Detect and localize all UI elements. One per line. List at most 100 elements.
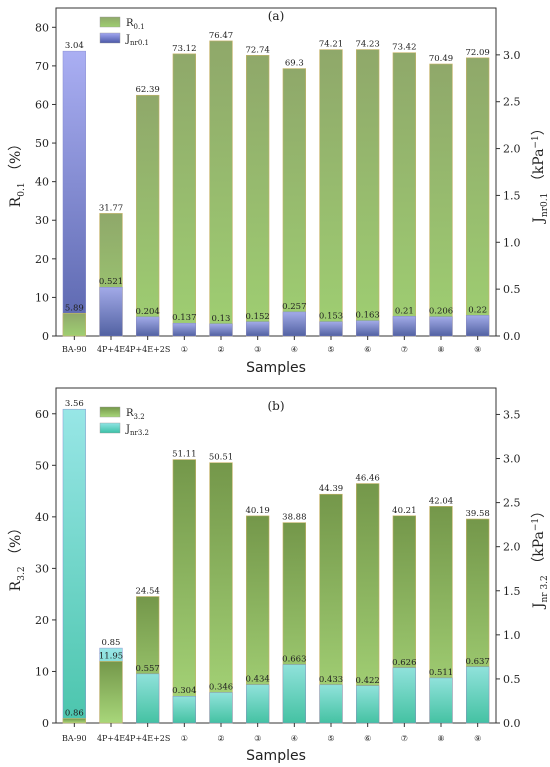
y-left-tick-label: 80 [35,21,49,34]
data-label-jnr01-4: 0.13 [212,314,231,324]
data-label-r32-3: 51.11 [172,450,196,460]
y-left-tick-label: 60 [35,408,49,421]
data-label-r01-0: 5.89 [65,303,84,313]
x-tick-label: ⑦ [401,345,408,354]
panel-label: (b) [267,399,284,413]
data-label-r32-8: 46.46 [355,474,379,484]
legend-swatch [99,406,121,418]
bar-r32-1 [99,661,123,724]
bar-jnr01-9 [392,316,416,337]
x-tick-label: ④ [291,734,298,743]
data-label-jnr01-3: 0.137 [172,313,196,323]
data-label-r32-0: 0.86 [65,709,84,719]
y-right-tick-label: 0.5 [503,283,521,296]
data-label-jnr32-10: 0.511 [429,668,453,678]
data-label-r01-8: 74.23 [355,40,379,50]
bar-jnr01-6 [282,311,306,337]
data-label-jnr01-7: 0.153 [319,312,343,322]
data-label-r01-6: 69.3 [285,59,304,69]
x-tick-label: ⑨ [474,345,481,354]
legend-entry: Jnr3.2 [125,424,149,437]
x-tick-label: ④ [291,345,298,354]
x-tick-label: BA-90 [62,345,87,354]
legend-entry: R0.1 [126,18,145,31]
y-right-tick-label: 0.0 [503,717,521,730]
data-label-jnr32-4: 0.346 [209,682,233,692]
x-tick-label: BA-90 [62,734,87,743]
y-right-tick-label: 1.5 [503,585,521,598]
bar-jnr32-6 [282,664,306,724]
data-label-r32-2: 24.54 [135,587,159,597]
bar-r01-5 [246,55,270,337]
data-label-r32-6: 38.88 [282,513,306,523]
data-label-jnr01-9: 0.21 [395,306,414,316]
y-left-tick-label: 10 [35,291,49,304]
x-tick-label: 4P+4E [97,345,125,354]
y-right-tick-label: 3.5 [503,408,521,421]
y-left-axis-label: R3.2 （%） [8,521,27,592]
x-axis-label: Samples [246,360,306,376]
data-label-jnr01-5: 0.152 [245,312,269,322]
x-tick-label: ② [217,734,224,743]
y-right-tick-label: 0.5 [503,673,521,686]
y-left-tick-label: 30 [35,214,49,227]
y-left-tick-label: 20 [35,614,49,627]
bar-r01-2 [136,94,160,337]
y-left-tick-label: 0 [42,330,49,343]
bar-jnr32-3 [172,696,196,724]
legend-entry: R3.2 [126,408,145,421]
chart-panel-b: (b) 0.86 3.56 BA-90 11.95 0.85 4P+4E 24.54 0.557… [8,387,550,764]
y-right-tick-label: 2.0 [503,143,521,156]
bar-jnr32-10 [429,677,453,724]
bar-r32-3 [172,459,196,724]
plot-frame [55,387,497,724]
legend-entry: Jnr0.1 [125,34,149,47]
data-label-jnr32-9: 0.626 [392,658,416,668]
data-label-r01-11: 72.09 [465,48,489,58]
y-right-axis-label: Jnr 3.2 （kPa−1） [531,504,550,610]
y-left-tick-label: 50 [35,459,49,472]
data-label-jnr32-0: 3.56 [65,399,84,409]
data-label-r01-10: 70.49 [429,54,453,64]
bar-r01-8 [355,49,380,337]
bar-jnr32-7 [319,684,343,724]
data-label-jnr01-6: 0.257 [282,302,306,312]
y-right-axis-label: Jnr0.1 （kPa−1） [531,121,550,224]
data-label-r01-4: 76.47 [209,31,233,41]
bar-jnr32-2 [136,673,160,724]
data-label-jnr32-11: 0.637 [465,657,489,667]
y-right-tick-label: 2.5 [503,96,521,109]
legend-swatch [99,422,121,434]
x-tick-label: ⑥ [364,734,371,743]
x-tick-label: ⑧ [437,345,444,354]
data-label-jnr01-10: 0.206 [429,307,453,317]
data-label-r32-10: 42.04 [429,496,453,506]
y-right-tick-label: 3.0 [503,49,521,62]
chart-panel-a: (a) 5.89 3.04 BA-90 31.77 0.521 4P+4E 62.39 0.20… [8,7,550,376]
legend-swatch [99,32,121,44]
y-left-tick-label: 50 [35,137,49,150]
x-tick-label: ⑦ [401,734,408,743]
bar-jnr01-1 [99,286,123,337]
x-tick-label: 4P+4E+2S [125,345,170,354]
data-label-jnr32-8: 0.422 [355,676,379,686]
y-left-tick-label: 10 [35,665,49,678]
bar-jnr01-10 [429,316,453,337]
bar-r01-4 [209,40,233,337]
y-left-tick-label: 60 [35,98,49,111]
bar-jnr01-11 [466,315,490,337]
x-tick-label: ② [217,345,224,354]
bar-jnr01-7 [319,321,343,337]
panel-label: (a) [268,9,285,23]
data-label-r32-11: 39.58 [465,509,489,519]
x-tick-label: ⑧ [437,734,444,743]
legend: R0.1 Jnr0.1 [99,16,149,47]
bar-jnr32-0 [62,408,86,724]
data-label-r32-7: 44.39 [319,484,343,494]
data-label-r01-2: 62.39 [135,85,159,95]
bar-jnr32-8 [356,685,380,724]
bar-jnr01-4 [209,323,233,337]
bar-r01-7 [319,49,343,337]
y-right-tick-label: 1.0 [503,629,521,642]
